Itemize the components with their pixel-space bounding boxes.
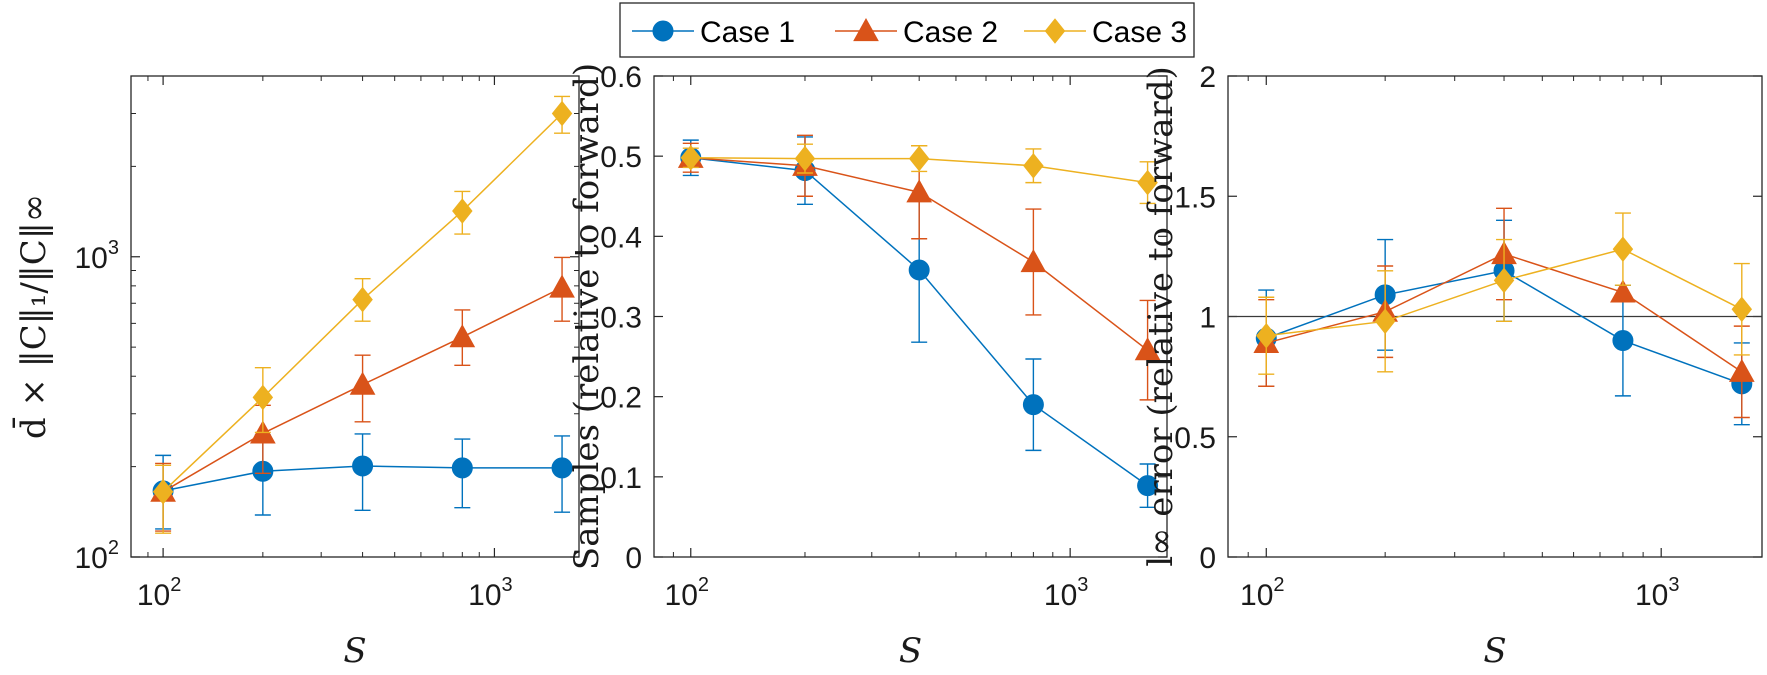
data-point [1610, 279, 1636, 303]
data-point [1020, 248, 1047, 273]
series-case-3 [680, 143, 1158, 205]
x-axis-label: S [1483, 631, 1506, 671]
y-tick-label: 0.4 [600, 221, 642, 254]
y-tick-label: 0 [625, 542, 642, 575]
series-case-3 [152, 95, 573, 534]
data-point [1612, 330, 1634, 352]
x-axis-label: S [899, 631, 922, 671]
data-point [349, 371, 376, 395]
data-point [152, 478, 174, 505]
axes-box [653, 75, 1168, 558]
legend-marker [652, 20, 674, 42]
y-tick-label: 102 [75, 537, 120, 575]
legend-label: Case 1 [700, 16, 795, 49]
y-tick-label: 0.5 [600, 141, 642, 174]
y-axis-label: l∞ error (relative to forward) [1141, 66, 1181, 567]
data-point [352, 286, 373, 313]
y-tick-label: 0.6 [600, 61, 642, 94]
data-point [1728, 358, 1755, 382]
legend-entry-1: Case 1 [632, 16, 795, 49]
y-tick-label: 1.5 [1174, 181, 1216, 214]
x-tick-label: 103 [468, 574, 513, 612]
data-point [451, 457, 473, 479]
data-point [1022, 394, 1044, 416]
x-tick-label: 102 [137, 574, 182, 612]
panel-2: 102 103 0 0.1 0.2 0.3 0.4 0.5 0.6 S Samples (relat… [567, 61, 1168, 671]
y-tick-label: 0.5 [1174, 422, 1216, 455]
data-point [1023, 152, 1044, 179]
legend-label: Case 3 [1092, 16, 1187, 49]
y-axis-label: d̄ × ‖C‖₁/‖C‖∞ [12, 194, 54, 439]
data-point [1134, 337, 1161, 361]
data-point [1493, 267, 1515, 294]
data-point [908, 145, 930, 172]
data-point [549, 274, 575, 298]
x-tick-label: 103 [1635, 574, 1680, 612]
series-case-3 [1256, 212, 1753, 375]
legend-label: Case 2 [903, 16, 998, 49]
data-point [1731, 296, 1753, 323]
data-point [680, 144, 702, 171]
data-point [794, 145, 816, 172]
y-tick-label: 0 [1199, 542, 1216, 575]
panel-3: 102 103 0 0.5 1 1.5 2 Sl∞ error (relative to fo… [1141, 61, 1763, 671]
data-point [352, 455, 374, 477]
data-point [449, 324, 476, 348]
data-point [252, 384, 274, 411]
data-point [1256, 322, 1277, 349]
axes-box [130, 75, 580, 558]
panel-1: 102 103 102 103 Sd̄ × ‖C‖₁/‖C‖∞ [12, 75, 580, 671]
data-point [1137, 475, 1159, 497]
legend: Case 1 Case 2 Case 3 [619, 2, 1195, 58]
legend-box [619, 2, 1195, 58]
legend-marker [1044, 18, 1066, 44]
y-axis-label: Samples (relative to forward) [567, 63, 607, 570]
data-point [551, 457, 573, 479]
y-tick-label: 0.2 [600, 382, 642, 415]
x-axis-label: S [343, 631, 366, 671]
data-point [1612, 236, 1634, 262]
data-point [1137, 169, 1158, 196]
y-tick-label: 103 [75, 237, 120, 275]
x-tick-label: 102 [1240, 574, 1285, 612]
legend-marker [853, 17, 879, 42]
data-point [906, 179, 933, 203]
data-point [908, 259, 930, 281]
y-tick-label: 0.1 [600, 462, 642, 495]
series-case-1 [152, 433, 573, 530]
y-tick-label: 1 [1199, 302, 1216, 335]
data-point [1374, 308, 1396, 335]
data-point [551, 100, 573, 127]
y-tick-label: 2 [1199, 61, 1216, 94]
x-tick-label: 103 [1044, 574, 1089, 612]
legend-entry-3: Case 3 [1024, 16, 1187, 49]
x-tick-label: 102 [665, 574, 710, 612]
data-point [452, 198, 473, 224]
legend-entry-2: Case 2 [835, 16, 998, 49]
y-tick-label: 0.3 [600, 302, 642, 335]
